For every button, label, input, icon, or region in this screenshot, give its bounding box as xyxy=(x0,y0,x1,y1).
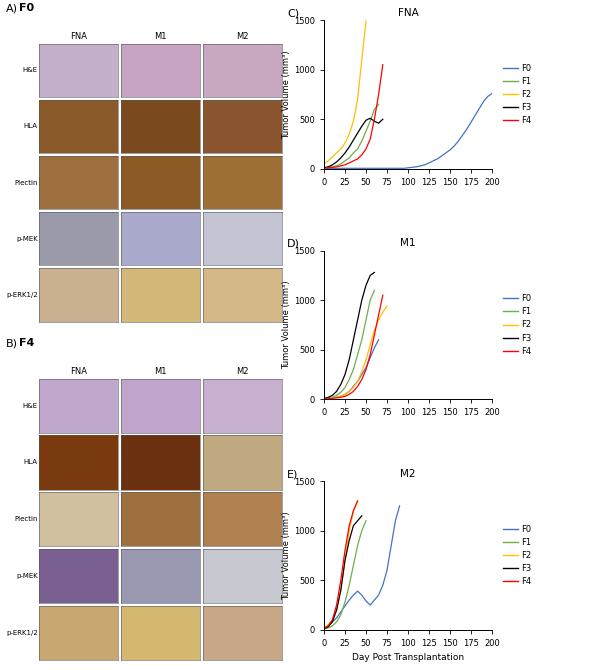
Text: Plectin: Plectin xyxy=(14,517,38,522)
Text: M2: M2 xyxy=(236,32,248,41)
Legend: F0, F1, F2, F3, F4: F0, F1, F2, F3, F4 xyxy=(503,525,532,586)
Text: FNA: FNA xyxy=(70,32,87,41)
Text: C): C) xyxy=(287,8,299,18)
Y-axis label: Tumor Volume (mm³): Tumor Volume (mm³) xyxy=(282,50,291,139)
Text: HLA: HLA xyxy=(24,460,38,466)
Title: FNA: FNA xyxy=(398,8,418,18)
Y-axis label: Tumor Volume (mm³): Tumor Volume (mm³) xyxy=(282,281,291,369)
Text: p-ERK1/2: p-ERK1/2 xyxy=(6,292,38,298)
Text: F0: F0 xyxy=(19,3,34,13)
Title: M1: M1 xyxy=(400,239,416,249)
Text: A): A) xyxy=(6,3,18,13)
Text: FNA: FNA xyxy=(70,367,87,376)
Legend: F0, F1, F2, F3, F4: F0, F1, F2, F3, F4 xyxy=(503,64,532,125)
Text: B): B) xyxy=(6,338,18,348)
Text: HLA: HLA xyxy=(24,123,38,129)
Text: M1: M1 xyxy=(154,32,167,41)
Text: p-MEK: p-MEK xyxy=(16,236,38,242)
Text: H&E: H&E xyxy=(23,403,38,409)
Title: M2: M2 xyxy=(400,469,416,479)
Text: p-ERK1/2: p-ERK1/2 xyxy=(6,630,38,636)
Text: Plectin: Plectin xyxy=(14,180,38,186)
Text: D): D) xyxy=(287,239,300,249)
X-axis label: Day Post Transplantation: Day Post Transplantation xyxy=(352,653,464,663)
Text: p-MEK: p-MEK xyxy=(16,573,38,579)
Text: F4: F4 xyxy=(19,338,35,348)
Text: H&E: H&E xyxy=(23,67,38,73)
Text: M2: M2 xyxy=(236,367,248,376)
Text: M1: M1 xyxy=(154,367,167,376)
Legend: F0, F1, F2, F3, F4: F0, F1, F2, F3, F4 xyxy=(503,294,532,356)
Y-axis label: Tumor Volume (mm³): Tumor Volume (mm³) xyxy=(282,511,291,600)
Text: E): E) xyxy=(287,469,298,479)
